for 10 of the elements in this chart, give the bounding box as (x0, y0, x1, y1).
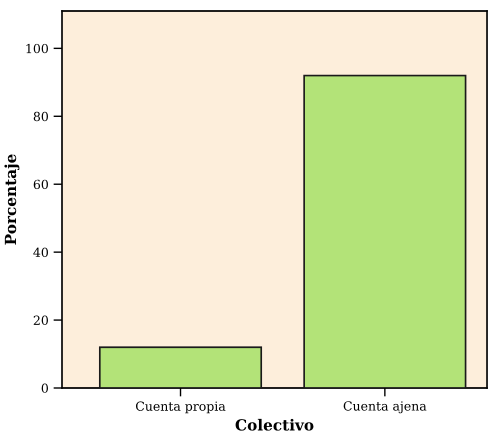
y-tick-label: 100 (26, 44, 48, 54)
x-axis-title: Colectivo (236, 418, 314, 431)
y-tick-label: 0 (42, 383, 48, 393)
y-tick-label: 80 (34, 112, 48, 122)
y-axis-title: Porcentaje (4, 154, 20, 245)
y-tick-label: 20 (34, 316, 48, 325)
x-tick-label: Cuenta propia (136, 401, 226, 414)
y-tick-label: 40 (33, 248, 48, 258)
y-tick-label: 60 (34, 180, 48, 190)
x-tick-label: Cuenta ajena (344, 401, 426, 414)
